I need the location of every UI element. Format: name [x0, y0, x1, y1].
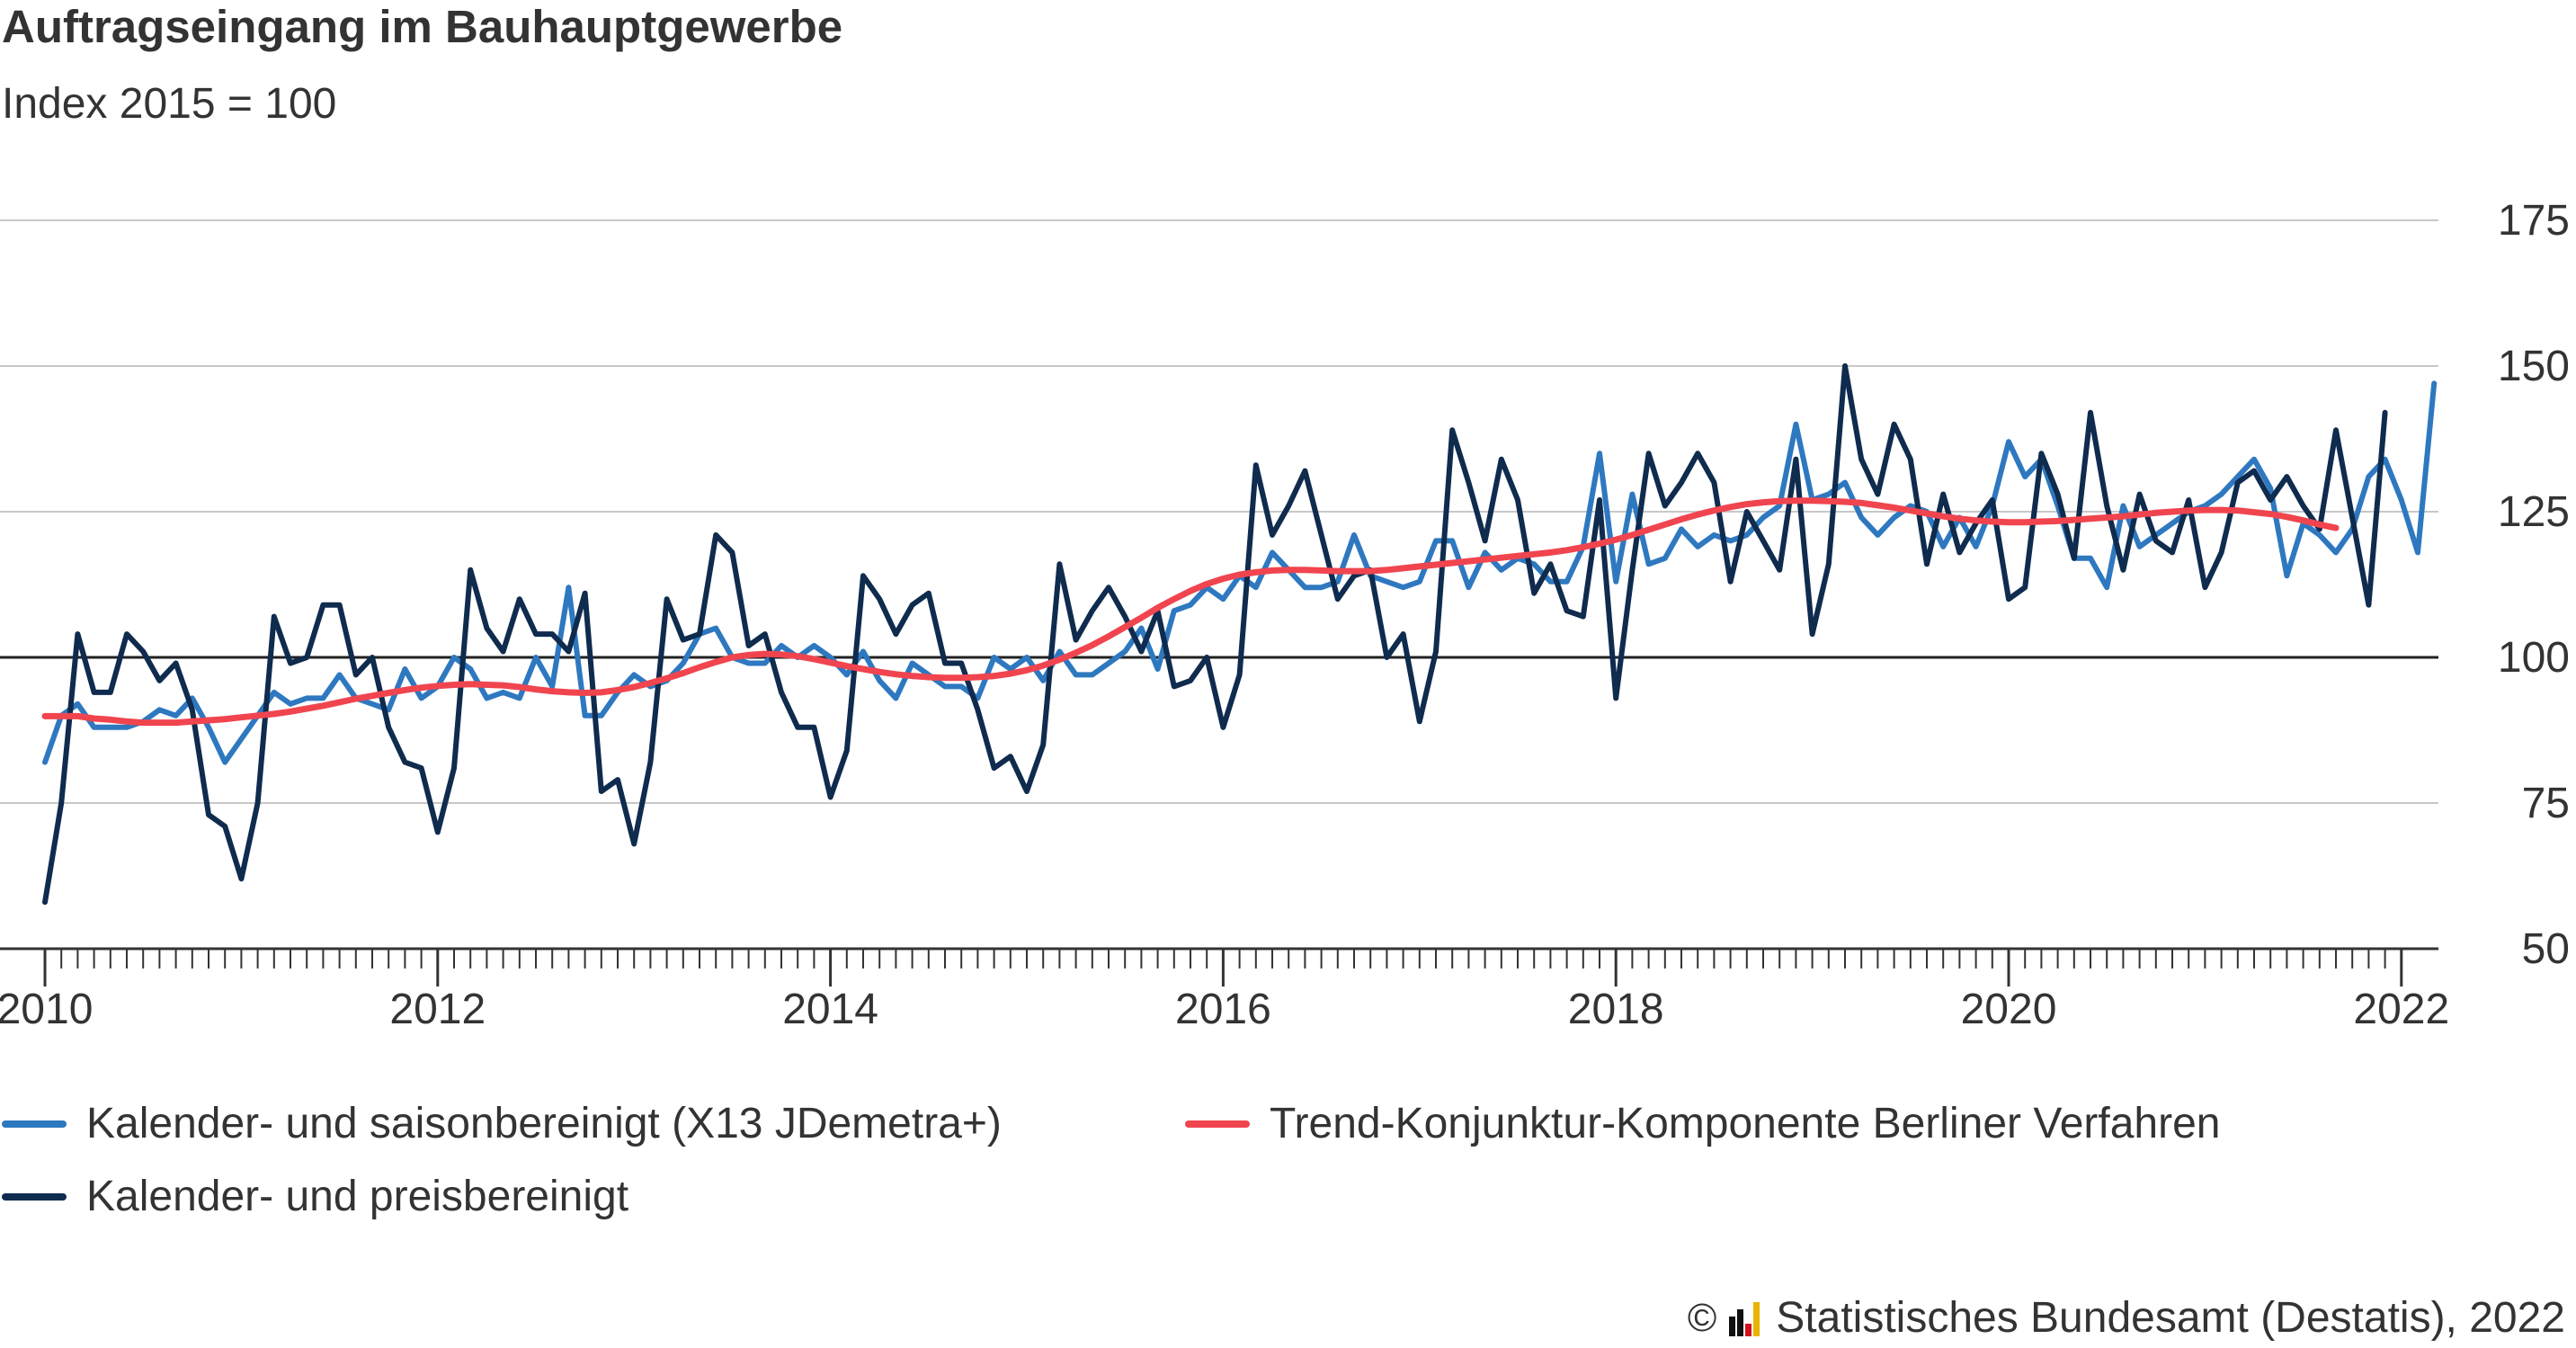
legend-label-trend: Trend-Konjunktur-Komponente Berliner Ver…	[1270, 1100, 2221, 1147]
y-tick-label: 125	[2498, 488, 2570, 536]
x-tick-label: 2020	[1961, 986, 2057, 1033]
series-lines	[41, 363, 2438, 906]
x-tick-label: 2016	[1175, 986, 1271, 1033]
y-tick-label: 75	[2522, 780, 2570, 827]
x-tick-label: 2014	[782, 986, 878, 1033]
x-tick-label: 2018	[1568, 986, 1664, 1033]
chart-subtitle: Index 2015 = 100	[2, 80, 337, 128]
grid-lines	[0, 219, 2438, 804]
series-line-trend	[41, 497, 2340, 727]
legend-swatch-preis	[2, 1192, 67, 1201]
credit-line: © Statistisches Bundesamt (Destatis), 20…	[1688, 1293, 2565, 1343]
x-axis	[0, 947, 2438, 986]
legend-swatch-trend	[1185, 1120, 1250, 1128]
y-tick-label: 100	[2498, 634, 2570, 682]
legend-item-saison: Kalender- und saisonbereinigt (X13 JDeme…	[2, 1099, 1002, 1148]
y-tick-label: 150	[2498, 343, 2570, 390]
x-tick-label: 2010	[0, 986, 93, 1033]
chart-title: Auftragseingang im Bauhauptgewerbe	[2, 1, 843, 52]
x-tick-label: 2022	[2353, 986, 2449, 1033]
legend-swatch-saison	[2, 1120, 67, 1128]
y-tick-label: 50	[2522, 925, 2570, 973]
y-tick-label: 175	[2498, 197, 2570, 245]
destatis-logo-icon	[1729, 1300, 1761, 1336]
tick-labels: 50 75 100 125 150 175 2010 2012 2014 2016 2018 2020…	[0, 197, 2570, 1033]
copyright-symbol: ©	[1687, 1295, 1717, 1340]
legend-label-saison: Kalender- und saisonbereinigt (X13 JDeme…	[86, 1100, 1002, 1147]
legend-item-trend: Trend-Konjunktur-Komponente Berliner Ver…	[1185, 1099, 2220, 1148]
series-line-preis	[42, 363, 2388, 906]
legend-label-preis: Kalender- und preisbereinigt	[86, 1173, 629, 1220]
credit-text: Statistisches Bundesamt (Destatis), 2022	[1776, 1294, 2565, 1342]
legend-item-preis: Kalender- und preisbereinigt	[2, 1172, 628, 1221]
x-tick-label: 2012	[389, 986, 486, 1033]
